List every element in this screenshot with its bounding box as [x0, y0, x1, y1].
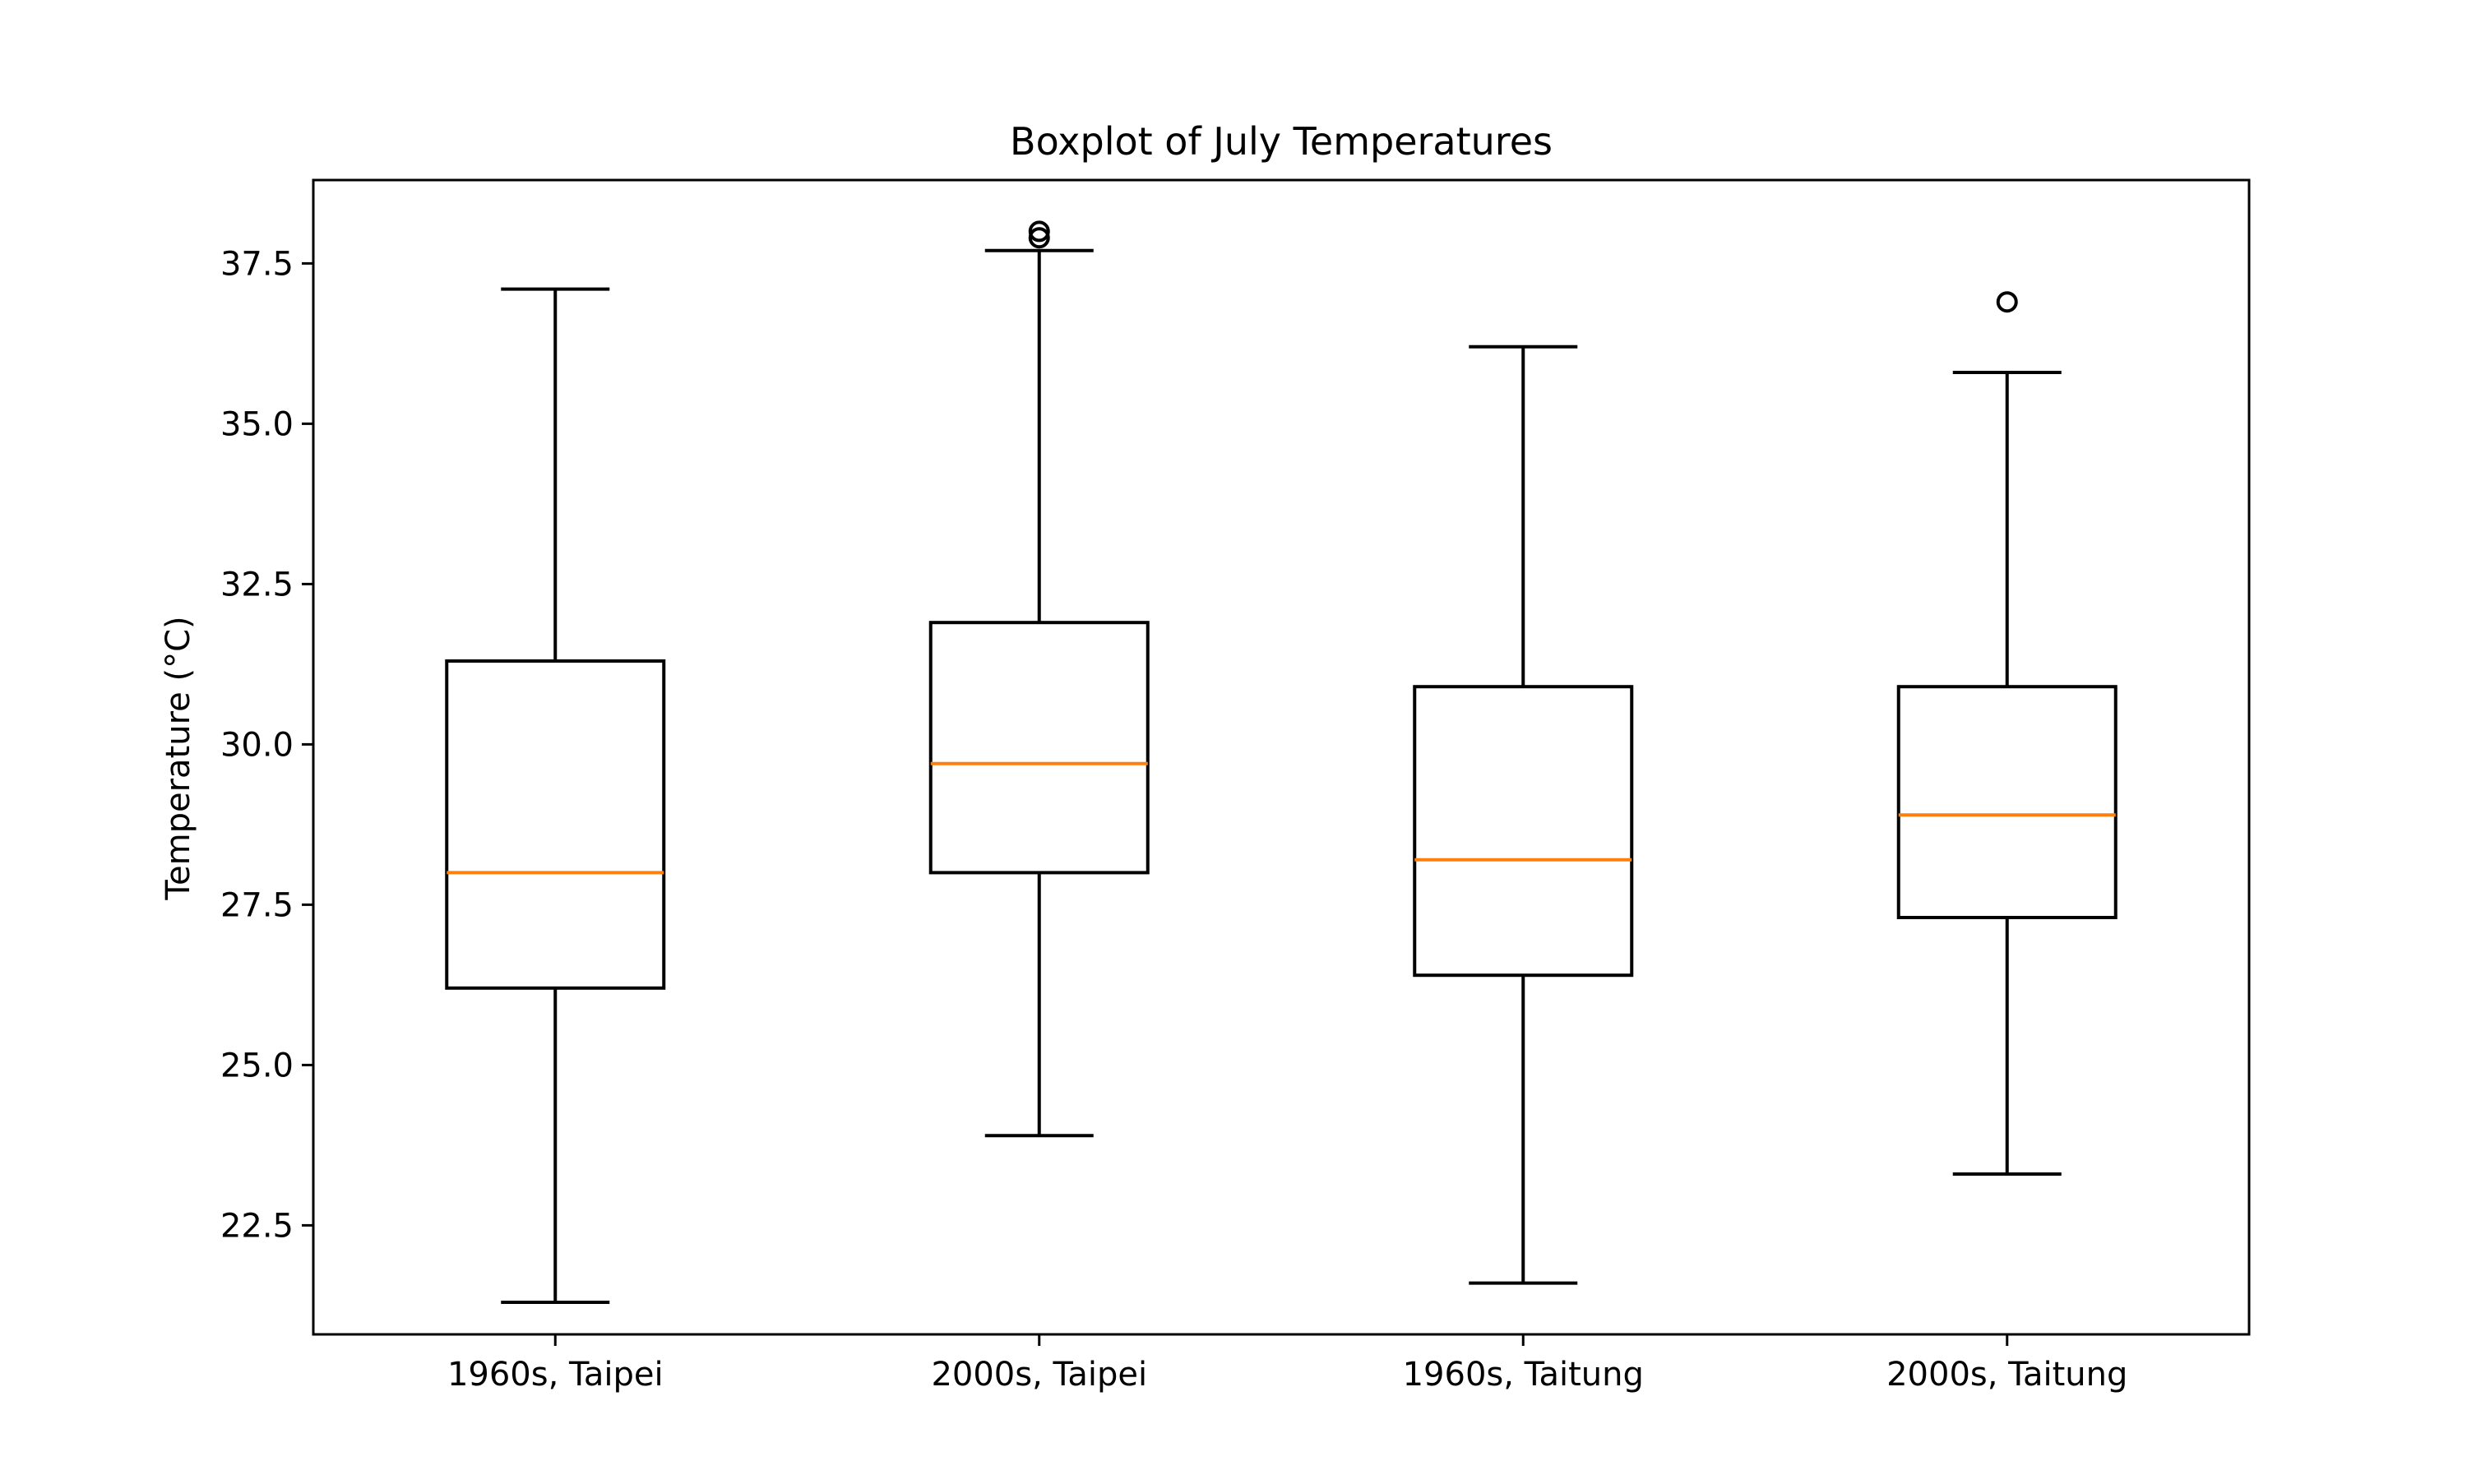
outlier-point: [1996, 291, 2018, 313]
y-tick-label: 22.5: [220, 1207, 294, 1245]
plot-area: 22.5 25.0 27.5 30.0 32.5 35.0 37.5 1960s, Taipe…: [220, 220, 2127, 1394]
x-tick-label: 2000s, Taipei: [931, 1356, 1147, 1394]
outlier-point: [1028, 227, 1050, 249]
y-tick-label: 27.5: [220, 886, 294, 924]
x-tick-label: 2000s, Taitung: [1886, 1356, 2127, 1394]
box-iqr: [928, 621, 1150, 875]
chart-title: Boxplot of July Temperatures: [1010, 119, 1553, 164]
plot-frame: [312, 178, 2251, 1336]
y-tick-label: 35.0: [220, 405, 294, 443]
box-iqr: [1896, 685, 2118, 919]
box-iqr: [1413, 685, 1634, 978]
y-tick-label: 30.0: [220, 726, 294, 764]
x-tick-label: 1960s, Taipei: [447, 1356, 664, 1394]
x-tick-label: 1960s, Taitung: [1403, 1356, 1644, 1394]
y-axis-label: Temperature (°C): [160, 616, 197, 900]
box-iqr: [445, 659, 666, 990]
y-tick-label: 37.5: [220, 245, 294, 283]
y-tick-label: 32.5: [220, 566, 294, 603]
outlier-point: [1028, 220, 1050, 243]
y-tick-label: 25.0: [220, 1047, 294, 1084]
